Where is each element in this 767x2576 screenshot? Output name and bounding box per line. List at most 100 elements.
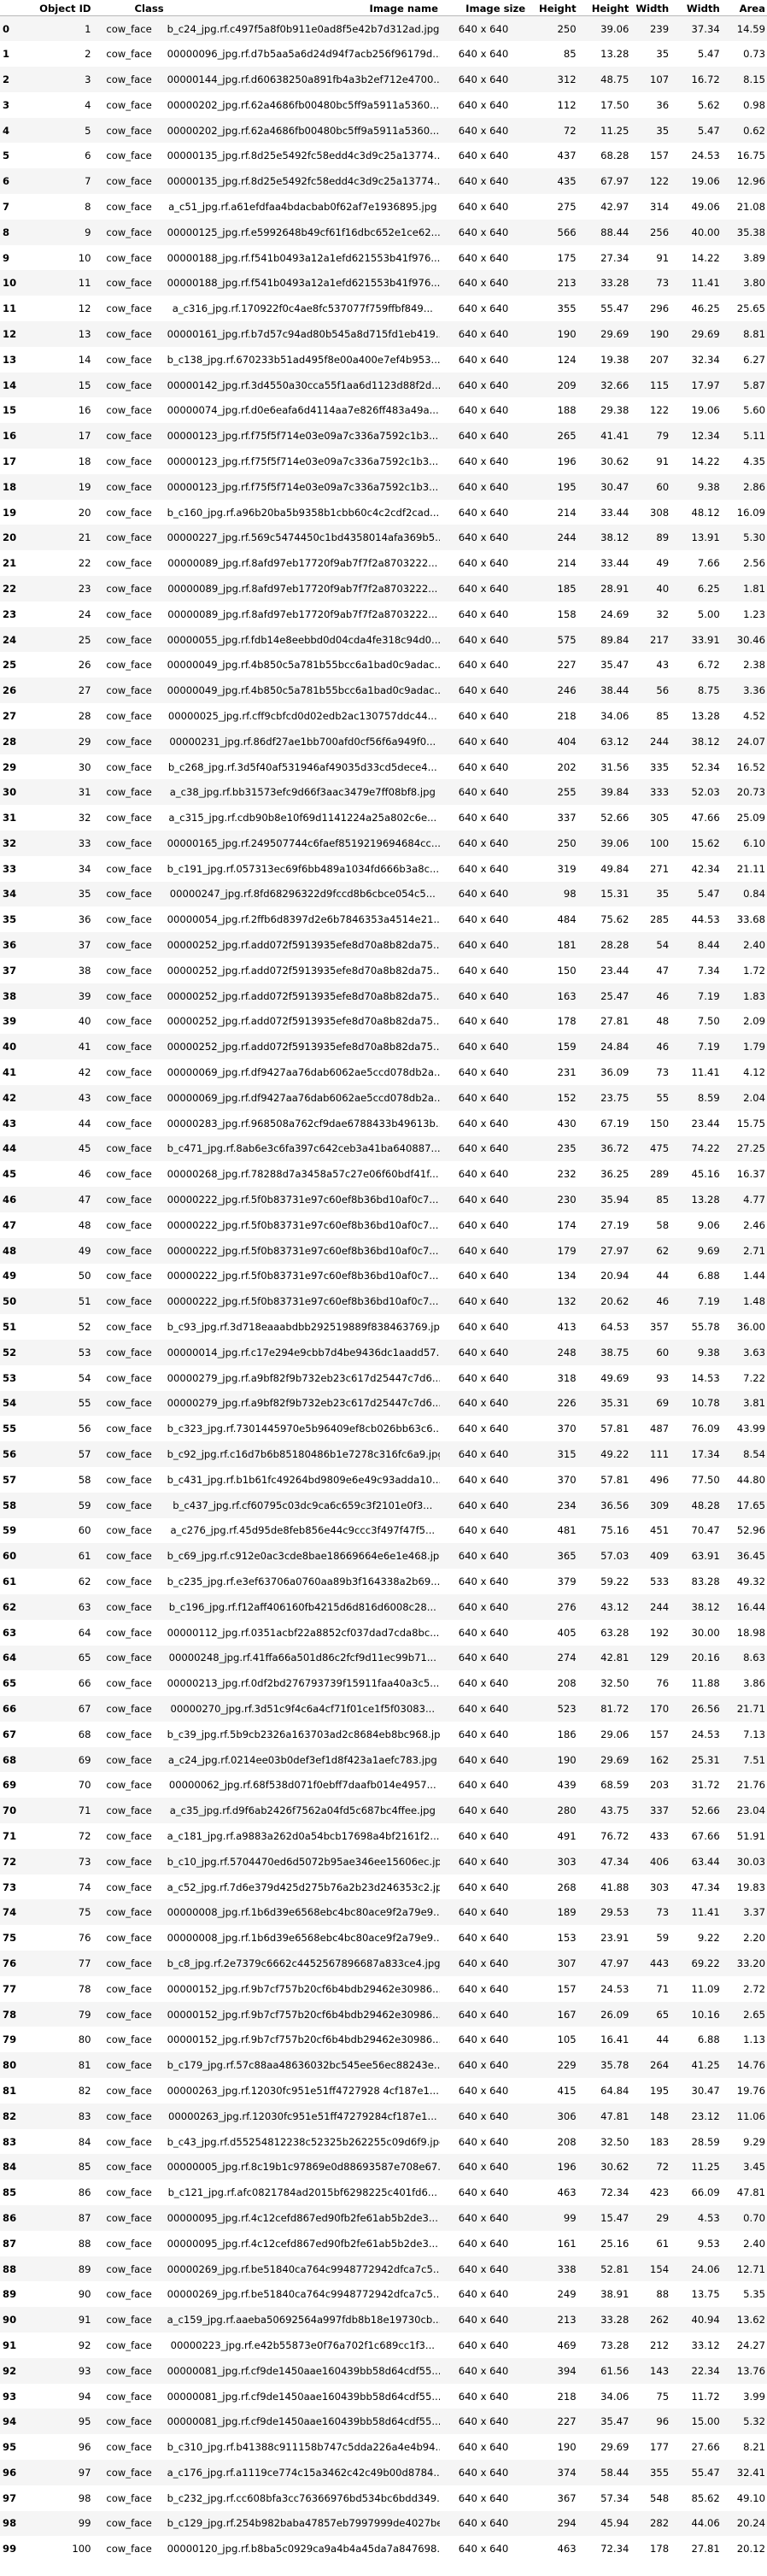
row-index: 93 xyxy=(3,2390,17,2403)
height-pct-cell: 24.69 xyxy=(600,607,629,620)
object-id-cell: 63 xyxy=(78,1600,91,1613)
image-size-cell: 640 x 640 xyxy=(458,709,509,722)
row-index: 7 xyxy=(3,200,10,213)
width-px-cell: 195 xyxy=(650,2084,670,2097)
area-cell: 20.73 xyxy=(736,786,765,799)
height-pct-cell: 52.66 xyxy=(600,812,629,824)
object-id-cell: 92 xyxy=(78,2338,91,2351)
table-row: 7 8 cow_face a_c51_jpg.rf.a61efdfaa4bdacbab… xyxy=(0,194,767,220)
width-pct-cell: 7.50 xyxy=(697,1015,720,1028)
row-index: 10 xyxy=(3,277,17,290)
width-pct-cell: 85.62 xyxy=(691,2491,720,2504)
object-id-cell: 83 xyxy=(78,2110,91,2122)
width-px-cell: 262 xyxy=(650,2314,670,2327)
height-pct-cell: 35.47 xyxy=(600,659,629,672)
width-pct-cell: 70.47 xyxy=(691,1524,720,1537)
class-cell: cow_face xyxy=(106,2186,152,2199)
width-px-cell: 157 xyxy=(650,150,670,162)
object-id-cell: 86 xyxy=(78,2186,91,2199)
object-id-cell: 85 xyxy=(78,2161,91,2174)
image-name-cell: 00000123_jpg.rf.f75f5f714e03e09a7c336a75… xyxy=(167,455,439,467)
object-id-cell: 16 xyxy=(78,404,91,417)
table-row: 93 94 cow_face 00000081_jpg.rf.cf9de1450aae… xyxy=(0,2383,767,2409)
width-pct-cell: 52.66 xyxy=(691,1804,720,1817)
height-pct-cell: 28.28 xyxy=(600,939,629,952)
image-size-cell: 640 x 640 xyxy=(458,888,509,901)
height-pct-cell: 67.19 xyxy=(600,1117,629,1130)
table-row: 55 56 cow_face b_c323_jpg.rf.7301445970e5b9… xyxy=(0,1416,767,1442)
area-header: Area xyxy=(721,0,767,16)
object-id-cell: 38 xyxy=(78,964,91,977)
row-index: 81 xyxy=(3,2084,17,2097)
width-px-cell: 217 xyxy=(650,633,670,646)
table-row: 50 51 cow_face 00000222_jpg.rf.5f0b83731e97… xyxy=(0,1288,767,1315)
row-index: 12 xyxy=(3,327,17,340)
height-px-cell: 274 xyxy=(557,1652,577,1664)
row-index: 4 xyxy=(3,124,10,137)
width-pct-cell: 5.00 xyxy=(697,607,720,620)
height-pct-cell: 32.66 xyxy=(600,378,629,391)
width-pct-cell: 25.31 xyxy=(691,1753,720,1766)
image-name-cell: 00000263_jpg.rf.12030fc951e51ff47279284c… xyxy=(167,2110,437,2122)
image-size-cell: 640 x 640 xyxy=(458,2161,509,2174)
table-row: 95 96 cow_face b_c310_jpg.rf.b41388c911158b… xyxy=(0,2434,767,2460)
width-px-cell: 239 xyxy=(650,22,670,35)
image-name-cell: 00000188_jpg.rf.f541b0493a12a1efd621553b… xyxy=(167,251,440,264)
table-row: 90 91 cow_face a_c159_jpg.rf.aaeba50692564a… xyxy=(0,2307,767,2333)
height-pct-cell: 43.12 xyxy=(600,1600,629,1613)
image-size-cell: 640 x 640 xyxy=(458,2415,509,2428)
height-pct-cell: 27.81 xyxy=(600,1015,629,1028)
height-pct-cell: 36.25 xyxy=(600,1168,629,1181)
image-size-cell: 640 x 640 xyxy=(458,378,509,391)
image-size-cell: 640 x 640 xyxy=(458,1753,509,1766)
height-pct-cell: 30.47 xyxy=(600,480,629,493)
area-cell: 2.04 xyxy=(743,1091,765,1104)
height-pct-cell: 49.69 xyxy=(600,1371,629,1384)
width-pct-cell: 19.06 xyxy=(691,404,720,417)
image-name-cell: 00000248_jpg.rf.41ffa66a501d86c2fcf9d11e… xyxy=(168,1652,436,1664)
row-index: 51 xyxy=(3,1321,17,1334)
height-pct-cell: 15.47 xyxy=(600,2211,629,2224)
row-index: 24 xyxy=(3,633,17,646)
image-name-cell: 00000096_jpg.rf.d7b5aa5a6d24d94f7acb256f… xyxy=(167,48,440,61)
table-row: 76 77 cow_face b_c8_jpg.rf.2e7379c6662c4452… xyxy=(0,1951,767,1976)
width-pct-cell: 55.78 xyxy=(691,1321,720,1334)
height-px-cell: 195 xyxy=(557,480,577,493)
image-name-cell: b_c10_jpg.rf.5704470ed6d5072b95ae346ee15… xyxy=(167,1855,440,1868)
height-px-cell: 469 xyxy=(557,2338,577,2351)
area-cell: 33.68 xyxy=(736,913,765,926)
image-name-cell: b_c121_jpg.rf.afc0821784ad2015bf6298225c… xyxy=(167,2186,437,2199)
table-row: 79 80 cow_face 00000152_jpg.rf.9b7cf757b20c… xyxy=(0,2027,767,2053)
image-size-cell: 640 x 640 xyxy=(458,913,509,926)
height-pct-cell: 36.72 xyxy=(600,1142,629,1155)
object-id-cell: 91 xyxy=(78,2314,91,2327)
row-index: 2 xyxy=(3,73,10,85)
width-px-cell: 76 xyxy=(656,1677,670,1690)
image-name-cell: 00000089_jpg.rf.8afd97eb17720f9ab7f7f2a8… xyxy=(167,557,438,570)
height-pct-cell: 47.34 xyxy=(600,1855,629,1868)
image-size-cell: 640 x 640 xyxy=(458,2211,509,2224)
area-cell: 16.09 xyxy=(736,506,765,519)
image-name-cell: 00000283_jpg.rf.968508a762cf9dae6788433b… xyxy=(167,1117,440,1130)
row-index: 64 xyxy=(3,1652,17,1664)
table-row: 16 17 cow_face 00000123_jpg.rf.f75f5f714e03… xyxy=(0,423,767,449)
image-size-cell: 640 x 640 xyxy=(458,2033,509,2046)
class-cell: cow_face xyxy=(106,2059,152,2072)
area-cell: 0.84 xyxy=(743,888,765,901)
area-cell: 21.76 xyxy=(736,1779,765,1792)
row-index: 92 xyxy=(3,2364,17,2377)
height-pct-cell: 23.75 xyxy=(600,1091,629,1104)
image-name-cell: 00000223_jpg.rf.e42b55873e0f76a702f1c689… xyxy=(170,2338,435,2351)
width-pct-cell: 52.03 xyxy=(691,786,720,799)
object-id-cell: 71 xyxy=(78,1804,91,1817)
height-px-cell: 463 xyxy=(557,2186,577,2199)
row-index: 63 xyxy=(3,1626,17,1639)
row-index: 29 xyxy=(3,760,17,773)
object-id-cell: 6 xyxy=(85,150,91,162)
image-size-cell: 640 x 640 xyxy=(458,1600,509,1613)
table-row: 69 70 cow_face 00000062_jpg.rf.68f538d071f0… xyxy=(0,1772,767,1799)
height-px-cell: 232 xyxy=(557,1168,577,1181)
height-pct-cell: 35.78 xyxy=(600,2059,629,2072)
class-cell: cow_face xyxy=(106,430,152,443)
height-pct-cell: 24.84 xyxy=(600,1041,629,1053)
